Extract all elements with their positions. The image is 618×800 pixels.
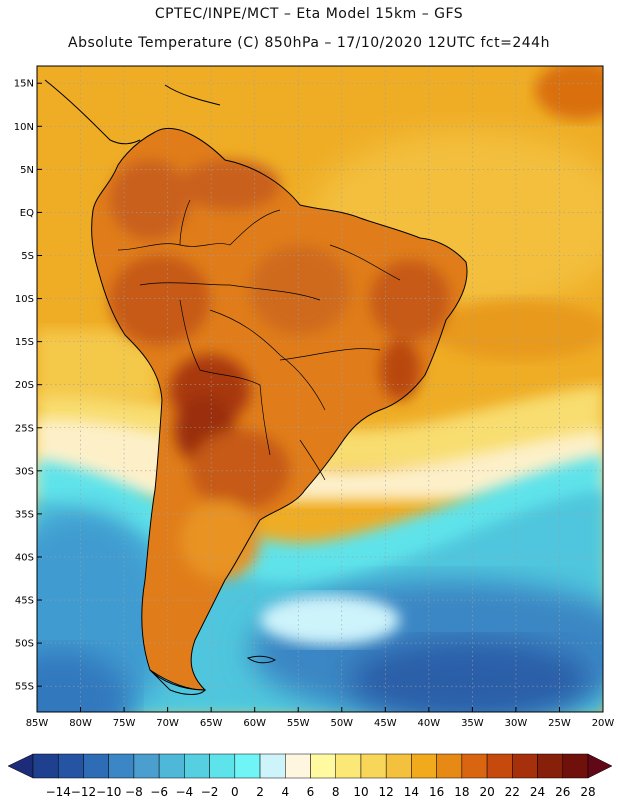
latitude-label: 15S [15,337,34,348]
colorbar-under-arrow [7,753,34,779]
colorbar-swatch [411,753,437,779]
colorbar-label: 8 [332,785,340,799]
longitude-label: 85W [26,718,49,729]
colorbar-swatch [512,753,538,779]
latitude-label: 45S [15,596,34,607]
colorbar-label: −2 [201,785,219,799]
colorbar-label: 22 [505,785,520,799]
latitude-label: 15N [14,79,34,90]
longitude-label: 45W [374,718,397,729]
colorbar-swatch [234,753,261,779]
pale-patch [260,595,400,645]
colorbar-label: −10 [96,785,121,799]
colorbar-label: 4 [281,785,289,799]
latitude-label: 10S [15,294,34,305]
colorbar-swatch [486,753,513,779]
warm-patch-caribbean [535,66,603,120]
colorbar-swatch [108,753,135,779]
colorbar-label: 24 [530,785,545,799]
colorbar-label: 10 [353,785,368,799]
latitude-label: 10N [14,122,34,133]
colorbar-swatch [385,753,412,779]
colorbar-label: 6 [307,785,315,799]
colorbar-swatch [57,753,84,779]
colorbar-swatch [310,753,336,779]
country-borders [117,199,401,481]
title-line-1: CPTEC/INPE/MCT – Eta Model 15km – GFS [154,6,464,22]
colorbar-swatch [285,753,311,779]
colorbar-label: −14 [46,785,71,799]
title-line-2: Absolute Temperature (C) 850hPa – 17/10/… [68,35,550,51]
latitude-label: 5N [20,165,34,176]
colorbar [7,753,613,779]
colorbar-swatch [436,753,463,779]
cold-core-pacific-deep [37,650,130,712]
latitude-label: 25S [15,423,34,434]
colorbar-label: −6 [150,785,168,799]
latitude-labels: 15N 10N 5N EQ 5S 10S 15S 20S 25S 30S 35S 40S 45S 50S 5… [14,79,42,693]
longitude-labels: 85W 80W 75W 70W 65W 60W 55W 50W 45W 40W 35W 30W 25W 2… [26,707,615,729]
colorbar-labels: −14 −12 −10 −8 −6 −4 −2 0 2 4 6 8 10 12 14 16 18 20 22 24 26… [46,785,596,799]
colorbar-label: −4 [176,785,194,799]
colorbar-swatch [184,753,210,779]
hot-areas [110,160,450,580]
longitude-label: 30W [505,718,528,729]
longitude-label: 55W [287,718,310,729]
colorbar-label: 26 [555,785,570,799]
latitude-label: 20S [15,380,34,391]
longitude-label: 70W [156,718,179,729]
warm-patch-atlantic [430,300,603,360]
colorbar-label: 12 [379,785,394,799]
colorbar-swatch [259,753,286,779]
latitude-label: 5S [21,251,34,262]
colorbar-swatch [537,753,564,779]
longitude-label: 75W [113,718,136,729]
colorbar-label: 28 [580,785,595,799]
colorbar-swatch [158,753,185,779]
latitude-label: 30S [15,466,34,477]
longitude-label: 40W [418,718,441,729]
colorbar-label: 0 [231,785,239,799]
longitude-label: 50W [330,718,353,729]
colorbar-swatch [335,753,362,779]
latitude-label: 55S [15,682,34,693]
colorbar-label: −12 [71,785,96,799]
colorbar-label: 2 [256,785,264,799]
colorbar-swatch [360,753,387,779]
colorbar-label: 20 [479,785,494,799]
colorbar-over-arrow [587,753,613,779]
latitude-label: 35S [15,509,34,520]
longitude-label: 65W [200,718,223,729]
colorbar-swatch [209,753,236,779]
longitude-label: 35W [461,718,484,729]
longitude-label: 80W [69,718,92,729]
longitude-label: 25W [548,718,571,729]
colorbar-label: 18 [454,785,469,799]
longitude-label: 60W [243,718,266,729]
colorbar-swatch [32,753,59,779]
latitude-label: 50S [15,639,34,650]
map-field [37,66,603,712]
latitude-label: 40S [15,552,34,563]
latitude-label: EQ [20,208,34,219]
colorbar-swatch [133,753,160,779]
colorbar-swatch [83,753,109,779]
cold-core-atlantic-deep [350,640,590,712]
colorbar-swatch [461,753,488,779]
map-frame [36,65,604,713]
colorbar-label: 16 [429,785,444,799]
coastlines [44,79,468,695]
longitude-label: 20W [592,718,615,729]
colorbar-label: 14 [404,785,419,799]
colorbar-label: −8 [125,785,143,799]
colorbar-swatch [562,753,589,779]
